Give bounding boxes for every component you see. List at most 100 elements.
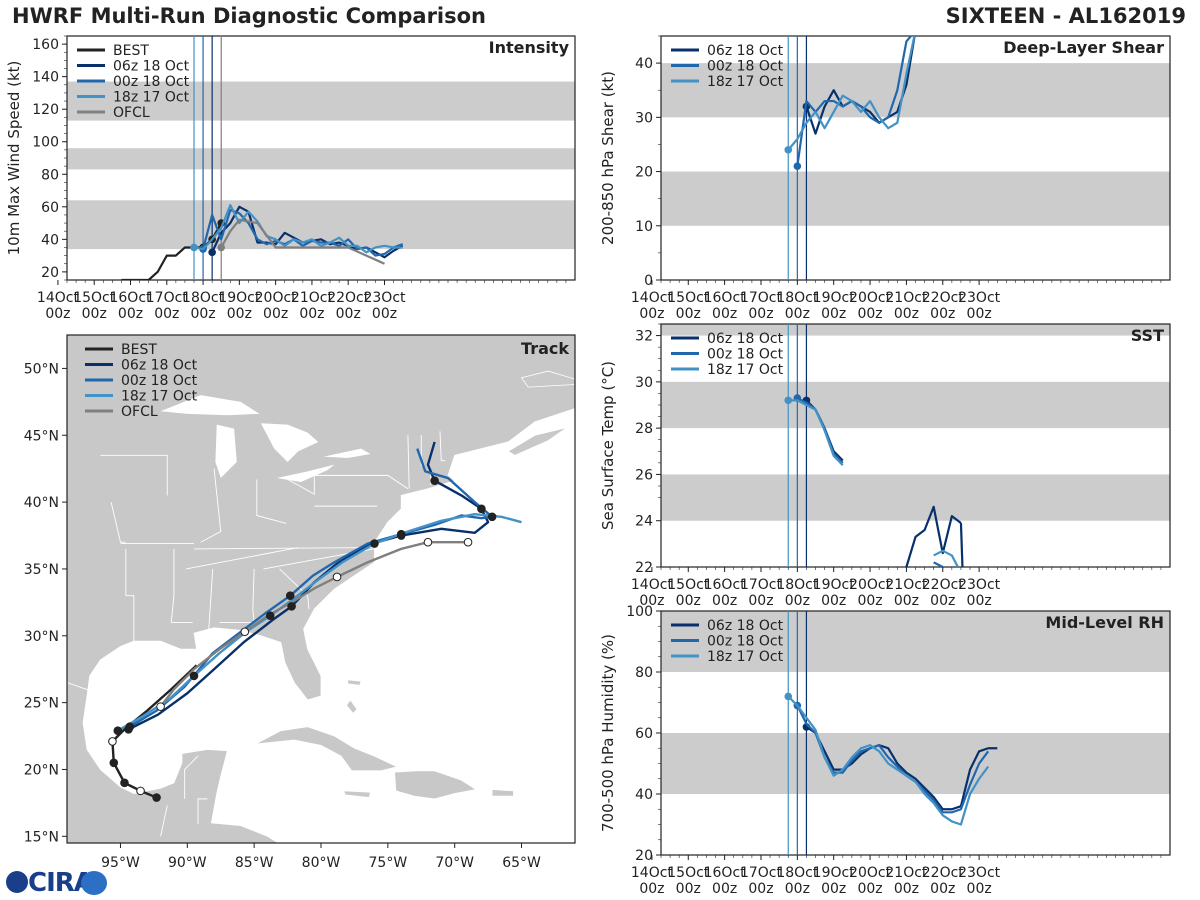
y-tick-label: 30 xyxy=(635,110,653,126)
x-tick-label: 00z xyxy=(118,306,143,322)
lat-tick-label: 20°N xyxy=(24,762,59,778)
track-marker-ofcl xyxy=(463,537,473,547)
series-line-r18z xyxy=(193,204,403,254)
lake xyxy=(215,424,237,479)
x-tick-label: 00z xyxy=(785,306,810,322)
x-tick-label: 00z xyxy=(821,881,846,897)
legend-label: BEST xyxy=(121,342,157,358)
state-border xyxy=(208,568,214,631)
y-tick-label: 20 xyxy=(635,165,653,181)
y-tick-label: 22 xyxy=(635,560,653,576)
y-tick-label: 20 xyxy=(41,265,59,281)
track-marker-best xyxy=(152,793,161,802)
y-tick-label: 140 xyxy=(32,70,59,86)
track-line-ofcl xyxy=(159,541,469,708)
x-tick-label: 00z xyxy=(336,306,361,322)
series-marker-r18z xyxy=(190,243,198,252)
series-group xyxy=(121,204,404,280)
state-border xyxy=(256,479,287,524)
state-border xyxy=(193,547,376,550)
lake xyxy=(160,395,260,416)
y-tick-label: 40 xyxy=(635,787,653,803)
lon-tick-label: 70°W xyxy=(435,855,474,871)
x-tick-label: 21Oct xyxy=(885,290,928,306)
series-marker-r06z xyxy=(208,248,216,257)
x-tick-label: 19Oct xyxy=(813,865,856,881)
track-marker-r00z xyxy=(396,529,406,539)
track-marker-r00z xyxy=(285,591,295,600)
landmass xyxy=(347,679,362,686)
x-tick-label: 00z xyxy=(930,306,955,322)
series-group xyxy=(784,36,916,170)
lon-tick-label: 80°W xyxy=(302,855,341,871)
lat-tick-label: 50°N xyxy=(24,361,59,377)
legend-label: 06z 18 Oct xyxy=(113,59,190,75)
y-tick-label: 40 xyxy=(41,232,59,248)
x-tick-label: 00z xyxy=(748,881,773,897)
lon-tick-label: 95°W xyxy=(101,855,140,871)
x-tick-label: 19Oct xyxy=(813,577,856,593)
state-border xyxy=(200,468,222,543)
panel-label: SST xyxy=(1131,326,1164,345)
legend-label: 00z 18 Oct xyxy=(707,59,784,75)
x-tick-label: 20Oct xyxy=(849,290,892,306)
y-tick-label: 80 xyxy=(635,665,653,681)
state-border xyxy=(287,475,315,495)
state-border xyxy=(184,755,199,799)
x-tick-label: 00z xyxy=(154,306,179,322)
y-tick-label: 20 xyxy=(635,848,653,864)
state-border xyxy=(314,474,409,490)
y-tick-label: 0 xyxy=(644,273,653,289)
series-line-r18z xyxy=(788,399,844,466)
shade-band xyxy=(661,171,1170,226)
shade-band xyxy=(661,63,1170,118)
landmass xyxy=(491,789,514,797)
x-tick-label: 00z xyxy=(372,306,397,322)
x-tick-label: 19Oct xyxy=(813,290,856,306)
x-tick-label: 23Oct xyxy=(958,290,1001,306)
x-tick-label: 17Oct xyxy=(740,577,783,593)
lat-tick-label: 45°N xyxy=(24,428,59,444)
x-tick-label: 00z xyxy=(748,593,773,609)
track-marker-r00z xyxy=(125,722,135,731)
x-tick-label: 00z xyxy=(712,881,737,897)
legend-label: 00z 18 Oct xyxy=(707,634,784,650)
x-tick-label: 21Oct xyxy=(885,865,928,881)
state-border xyxy=(279,568,310,610)
series-marker-r00z xyxy=(793,162,802,170)
x-tick-label: 14Oct xyxy=(631,290,674,306)
x-tick-label: 00z xyxy=(45,306,70,322)
series-marker-r18z xyxy=(784,146,793,154)
x-tick-label: 18Oct xyxy=(776,577,819,593)
series-line-r18z xyxy=(787,695,990,826)
x-tick-label: 16Oct xyxy=(109,290,152,306)
state-border xyxy=(197,798,208,825)
legend-label: 06z 18 Oct xyxy=(121,358,198,374)
track-marker-r18z xyxy=(265,611,275,621)
shade-band xyxy=(661,474,1170,521)
x-tick-label: 22Oct xyxy=(327,290,370,306)
series-line-r18z xyxy=(787,36,916,151)
x-tick-label: 23Oct xyxy=(958,865,1001,881)
panel-label: Deep-Layer Shear xyxy=(1003,38,1164,57)
track-marker-r18z xyxy=(370,539,379,548)
x-tick-label: 16Oct xyxy=(704,865,747,881)
panel-label: Mid-Level RH xyxy=(1045,613,1164,632)
track-marker-r18z xyxy=(189,671,199,681)
panel-label: Track xyxy=(521,339,569,358)
x-tick-label: 23Oct xyxy=(363,290,406,306)
state-border xyxy=(160,805,168,837)
y-tick-label: 24 xyxy=(635,514,653,530)
legend-label: 06z 18 Oct xyxy=(707,43,784,59)
series-marker-ofcl xyxy=(217,243,226,252)
x-tick-label: 00z xyxy=(967,593,992,609)
x-tick-label: 00z xyxy=(857,593,882,609)
y-axis-label: 700-500 hPa Humidity (%) xyxy=(599,634,617,832)
legend-label: 18z 17 Oct xyxy=(707,362,784,378)
series-line-r00z xyxy=(933,561,944,567)
panel-rh: 20 40 60 80 100 700-500 hPa Humidity (%) 14Oct… xyxy=(599,604,1171,897)
cira-logo: CIRA xyxy=(6,868,107,898)
x-tick-label: 00z xyxy=(639,306,664,322)
